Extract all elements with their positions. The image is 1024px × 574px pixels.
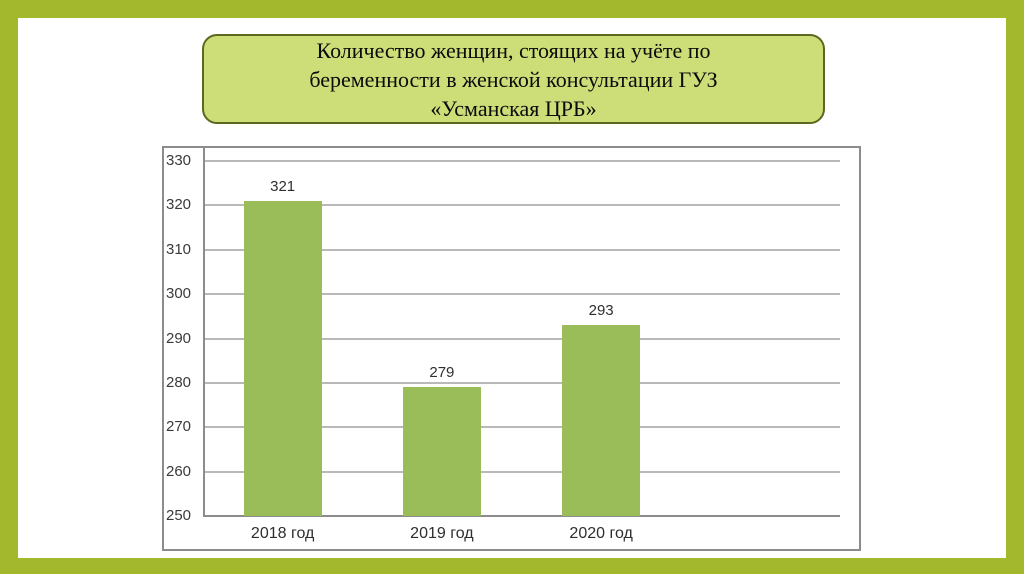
y-axis-tick-label: 300 bbox=[166, 285, 192, 303]
y-axis-tick-label: 330 bbox=[166, 152, 192, 169]
gridline bbox=[203, 160, 840, 162]
gridline bbox=[203, 470, 840, 473]
bar-value-label: 279 bbox=[429, 364, 455, 382]
y-axis-tick-label: 260 bbox=[166, 462, 192, 480]
y-axis-tick-label: 280 bbox=[166, 373, 192, 391]
x-axis-line bbox=[203, 515, 840, 517]
bar-2019 bbox=[402, 387, 481, 516]
x-axis-category-label: 2018 год bbox=[250, 525, 315, 542]
bar-value-label: 321 bbox=[270, 177, 296, 195]
x-axis-category-label: 2019 год bbox=[410, 525, 474, 542]
gridline bbox=[203, 204, 840, 207]
bar-value-label: 293 bbox=[588, 302, 614, 320]
y-axis-tick-label: 310 bbox=[166, 240, 192, 258]
slide-title-line-3: «Усманская ЦРБ» bbox=[430, 95, 597, 121]
slide-title-box: Количество женщин, стоящих на учёте по б… bbox=[202, 34, 825, 124]
gridline bbox=[203, 337, 840, 340]
y-axis-tick-label: 270 bbox=[166, 418, 192, 436]
bar-2020 bbox=[562, 325, 641, 516]
bar-2018 bbox=[243, 200, 322, 516]
y-axis-tick-label: 320 bbox=[166, 196, 192, 214]
bar-chart-container: 250 260 270 280 290 300 310 320 330 321 2018 год 27… bbox=[162, 146, 861, 551]
gridline bbox=[203, 426, 840, 429]
y-axis-line bbox=[203, 148, 205, 516]
gridline bbox=[203, 248, 840, 251]
slide-title-line-2: беременности в женской консультации ГУЗ bbox=[309, 66, 718, 92]
gridline bbox=[203, 293, 840, 296]
x-axis-category-label: 2020 год bbox=[569, 525, 633, 542]
y-axis-tick-label: 250 bbox=[166, 507, 192, 524]
gridline bbox=[203, 381, 840, 384]
y-axis-tick-label: 290 bbox=[166, 329, 192, 347]
slide-title-line-1: Количество женщин, стоящих на учёте по bbox=[316, 37, 711, 63]
